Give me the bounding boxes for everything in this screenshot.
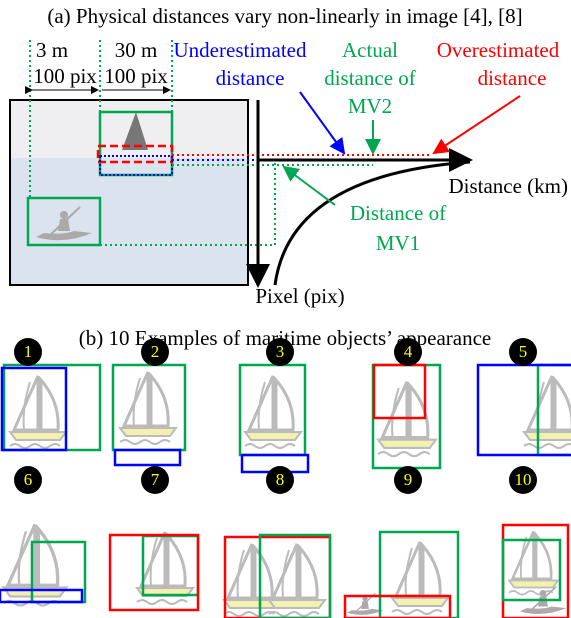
example-number: 5: [519, 342, 528, 361]
sea: [10, 158, 248, 285]
label: Overestimated: [437, 38, 560, 62]
axis-label: Distance (km): [448, 174, 568, 198]
example-number: 9: [404, 470, 413, 489]
example-number: 6: [24, 470, 33, 489]
diagram: (a) Physical distances vary non-linearly…: [0, 0, 571, 618]
label: Distance of: [350, 201, 446, 225]
example-number: 7: [151, 470, 160, 489]
label: 3 m: [36, 38, 68, 62]
label: distance: [216, 66, 285, 90]
label: Actual: [342, 38, 398, 62]
example-number: 2: [151, 342, 160, 361]
arrow: [434, 96, 520, 153]
example-number: 3: [276, 342, 285, 361]
label: Underestimated: [174, 38, 307, 62]
arrow: [300, 92, 344, 153]
example-number: 4: [404, 342, 413, 361]
part-b: (b) 10 Examples of maritime objects’ app…: [0, 326, 571, 618]
example-number: 10: [515, 470, 532, 489]
label: 100 pix: [104, 64, 168, 88]
label: MV1: [376, 231, 420, 255]
label: distance: [478, 66, 547, 90]
example-number: 8: [276, 470, 285, 489]
part-a: (a) Physical distances vary non-linearly…: [10, 4, 568, 308]
example-number: 1: [24, 342, 33, 361]
caption: (a) Physical distances vary non-linearly…: [47, 4, 522, 28]
label: 30 m: [115, 38, 158, 62]
label: distance of: [324, 66, 416, 90]
label: 100 pix: [33, 64, 97, 88]
axis-label: Pixel (pix): [255, 284, 344, 308]
arrow: [284, 167, 335, 205]
label: MV2: [348, 94, 392, 118]
